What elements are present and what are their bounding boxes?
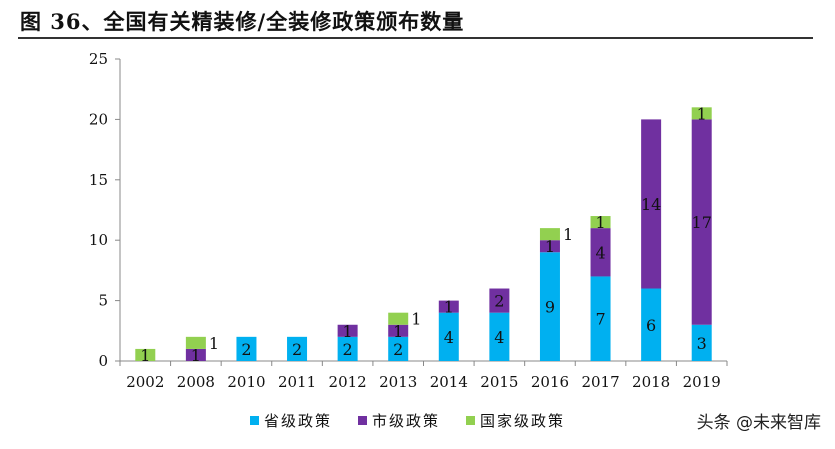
data-label: 4	[494, 328, 504, 347]
bar-segment	[185, 348, 206, 361]
x-tick-label: 2012	[329, 373, 367, 391]
x-tick-label: 2015	[480, 373, 518, 391]
x-tick-label: 2010	[227, 373, 265, 391]
bar-segment	[641, 288, 662, 361]
data-label: 1	[140, 346, 150, 365]
x-tick-label: 2011	[278, 373, 316, 391]
watermark: 头条 @未来智库	[696, 413, 821, 433]
bar-segment	[539, 252, 560, 361]
bar-segment	[135, 348, 156, 361]
data-label: 1	[209, 334, 219, 353]
data-label: 1	[191, 346, 201, 365]
bar-segment	[438, 312, 459, 361]
y-tick-label: 15	[89, 171, 108, 189]
x-tick-label: 2016	[531, 373, 569, 391]
data-label: 1	[697, 104, 707, 123]
data-label: 2	[241, 340, 251, 359]
data-label: 1	[563, 225, 573, 244]
y-tick-label: 10	[89, 231, 108, 249]
bar-segment	[438, 300, 459, 313]
x-tick-label: 2017	[581, 373, 619, 391]
x-tick-label: 2019	[683, 373, 721, 391]
data-label: 1	[411, 310, 421, 329]
legend-label: 国家级政策	[480, 412, 565, 430]
x-tick-label: 2002	[126, 373, 164, 391]
bar-segment	[691, 119, 712, 325]
bar-segment	[489, 312, 510, 361]
legend-label: 市级政策	[372, 412, 440, 430]
legend-label: 省级政策	[264, 412, 332, 430]
bar-segment	[590, 228, 611, 277]
bar-segment	[388, 324, 409, 337]
bar-segment	[337, 336, 358, 361]
bar-segment	[539, 228, 560, 241]
bar-segment	[388, 336, 409, 361]
data-label: 1	[393, 322, 403, 341]
bar-segment	[185, 336, 206, 349]
x-tick-label: 2008	[177, 373, 215, 391]
data-label: 1	[595, 213, 605, 232]
data-label: 17	[692, 213, 712, 232]
x-tick-label: 2013	[379, 373, 417, 391]
data-label: 2	[393, 340, 403, 359]
data-label: 6	[646, 316, 656, 335]
chart-title: 图 36、全国有关精装修/全装修政策颁布数量	[20, 9, 465, 34]
data-label: 1	[343, 322, 353, 341]
data-label: 2	[292, 340, 302, 359]
data-label: 14	[641, 195, 661, 214]
bar-segment	[287, 336, 308, 361]
y-tick-label: 0	[98, 352, 108, 370]
data-label: 1	[545, 237, 555, 256]
data-label: 9	[545, 298, 555, 317]
data-label: 2	[343, 340, 353, 359]
bar-segment	[590, 276, 611, 361]
data-label: 7	[595, 310, 605, 329]
bar-segment	[691, 107, 712, 120]
y-tick-label: 25	[89, 50, 108, 68]
data-label: 1	[444, 298, 454, 317]
y-tick-label: 5	[98, 292, 108, 310]
bar-segment	[489, 288, 510, 313]
title-underline	[18, 37, 813, 39]
y-tick-label: 20	[89, 110, 108, 128]
legend-swatch	[250, 416, 259, 425]
bar-segment	[236, 336, 257, 361]
bar-segment	[641, 119, 662, 289]
bar-segment	[691, 324, 712, 361]
legend-swatch	[466, 416, 475, 425]
data-label: 4	[444, 328, 454, 347]
bar-segment	[388, 312, 409, 325]
x-tick-label: 2018	[632, 373, 670, 391]
data-label: 3	[697, 334, 707, 353]
legend-swatch	[358, 416, 367, 425]
x-tick-label: 2014	[430, 373, 468, 391]
bar-segment	[539, 240, 560, 253]
bar-segment	[337, 324, 358, 337]
bar-segment	[590, 216, 611, 229]
data-label: 4	[595, 243, 605, 262]
data-label: 2	[494, 292, 504, 311]
